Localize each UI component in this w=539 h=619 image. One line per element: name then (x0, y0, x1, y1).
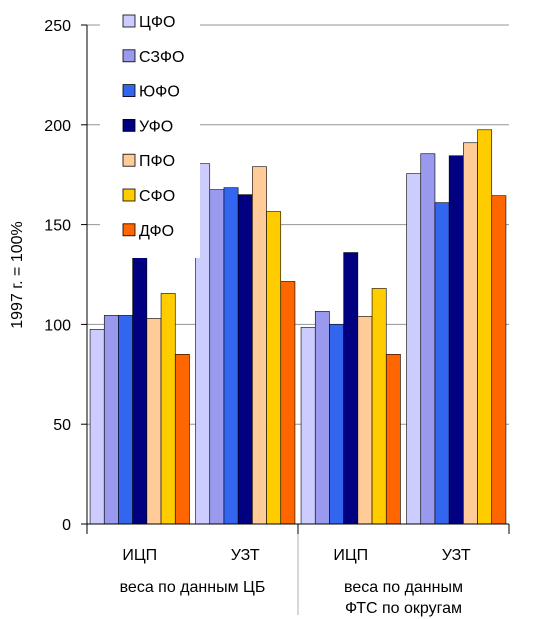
bar (448, 155, 464, 525)
legend-label: СЗФО (139, 49, 184, 66)
bar (300, 327, 316, 525)
bar (434, 202, 450, 525)
bar (174, 354, 190, 525)
legend-item: УФО (122, 118, 173, 135)
legend-label: ЦФО (139, 14, 175, 31)
bar (252, 166, 267, 525)
bar (491, 195, 507, 525)
bar (477, 129, 493, 525)
y-axis-label: 1997 г. = 100% (9, 221, 26, 329)
bar (223, 187, 239, 525)
y-tick-label: 250 (44, 18, 71, 35)
legend-label: ЮФО (139, 84, 180, 101)
legend-swatch (122, 84, 136, 97)
bar (103, 315, 119, 525)
legend-swatch (122, 188, 136, 202)
legend-item: СЗФО (122, 49, 184, 66)
bar (280, 281, 296, 525)
legend: ЦФО СЗФО ЮФО УФО ПФО СФО ДФО (100, 8, 200, 258)
bar (160, 293, 176, 525)
y-axis-ticks: 0 50 100 150 200 250 (44, 18, 87, 534)
x-category-label: УЗТ (442, 547, 471, 564)
x-group-label: веса по данным ЦБ (120, 579, 266, 596)
x-category-label: ИЦП (333, 547, 368, 564)
legend-label: ПФО (139, 153, 175, 170)
x-axis-labels: ИЦП УЗТ ИЦП УЗТ веса по данным ЦБ веса по дан… (120, 547, 471, 617)
bar (329, 324, 344, 525)
bar (237, 194, 253, 525)
x-category-label: УЗТ (231, 547, 260, 564)
legend-item: ЦФО (122, 14, 175, 31)
x-category-label: ИЦП (122, 547, 157, 564)
y-tick-label: 200 (44, 118, 71, 135)
y-tick-label: 50 (53, 417, 71, 434)
bar (420, 153, 436, 525)
bar (132, 257, 148, 525)
bar (118, 315, 133, 525)
legend-item: ПФО (122, 153, 175, 170)
bar (266, 211, 282, 525)
bar (146, 318, 162, 525)
legend-swatch (122, 14, 136, 28)
bar (343, 252, 359, 525)
legend-swatch (122, 119, 136, 132)
bar (463, 142, 478, 525)
legend-item: ДФО (122, 223, 174, 240)
y-tick-label: 150 (44, 218, 71, 235)
bar (385, 354, 401, 525)
bar (406, 173, 422, 525)
legend-swatch (122, 49, 136, 63)
axes (86, 25, 510, 615)
legend-swatch (122, 153, 136, 167)
x-group-label: веса по данным ФТС по округам (344, 579, 463, 617)
legend-label: ДФО (139, 223, 174, 240)
bar (314, 311, 330, 525)
bar (357, 316, 373, 525)
legend-swatch (122, 223, 136, 237)
legend-background (100, 8, 200, 258)
legend-item: ЮФО (122, 84, 180, 101)
legend-label: УФО (139, 118, 173, 135)
bar (209, 189, 225, 525)
bar (371, 288, 387, 525)
bar (89, 329, 105, 525)
legend-label: СФО (139, 188, 175, 205)
y-tick-label: 0 (62, 517, 71, 534)
legend-item: СФО (122, 188, 175, 205)
y-tick-label: 100 (44, 317, 71, 334)
